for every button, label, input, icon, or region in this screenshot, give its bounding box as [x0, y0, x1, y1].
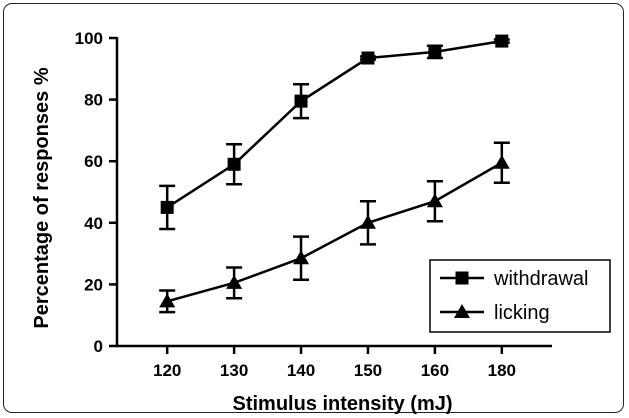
withdrawal-point: [428, 45, 442, 59]
withdrawal-line: [166, 39, 503, 209]
x-tick-label: 140: [287, 361, 315, 380]
licking-point: [293, 250, 310, 265]
licking-line: [166, 161, 503, 303]
x-tick-label: 160: [421, 361, 449, 380]
x-tick-label: 120: [153, 361, 181, 380]
legend-label-licking: licking: [494, 302, 550, 324]
y-tick-label: 20: [84, 275, 103, 294]
x-tick-label: 180: [488, 361, 516, 380]
licking-point: [426, 193, 443, 208]
y-tick-label: 60: [84, 152, 103, 171]
legend: withdrawal licking: [429, 259, 611, 333]
y-tick-label: 40: [84, 214, 103, 233]
chart-frame: [3, 3, 624, 413]
y-tick-label: 0: [94, 337, 103, 356]
legend-marker-withdrawal: [455, 271, 469, 285]
legend-label-withdrawal: withdrawal: [493, 268, 588, 290]
y-tick-label: 80: [84, 91, 103, 110]
withdrawal-point: [495, 34, 509, 48]
axes: 0 20 40 60 80 100 120 130 140 150 160 180: [75, 29, 552, 380]
x-tick-label: 130: [220, 361, 248, 380]
licking-point: [226, 274, 243, 289]
withdrawal-point: [294, 94, 308, 108]
plot-area: [159, 34, 510, 314]
series-withdrawal: [159, 34, 510, 231]
withdrawal-point: [160, 200, 174, 214]
licking-point: [359, 214, 376, 229]
x-axis-title: Stimulus intensity (mJ): [232, 393, 452, 415]
withdrawal-point: [361, 51, 375, 65]
withdrawal-point: [227, 157, 241, 171]
x-tick-label: 150: [354, 361, 382, 380]
series-licking: [159, 141, 510, 314]
legend-marker-licking: [454, 304, 470, 318]
y-axis-title: Percentage of responses %: [31, 67, 53, 328]
licking-point: [159, 293, 176, 308]
y-tick-label: 100: [75, 29, 103, 48]
licking-point: [493, 154, 510, 169]
